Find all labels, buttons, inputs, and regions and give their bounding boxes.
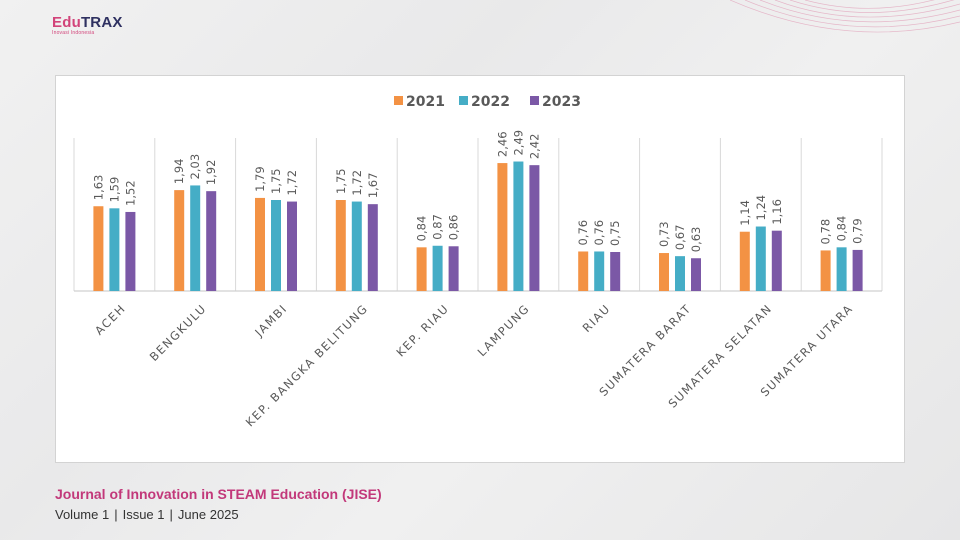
issue-label: Issue 1	[122, 507, 165, 522]
data-label-2023: 0,75	[608, 220, 622, 246]
data-label-2022: 2,49	[511, 130, 525, 156]
date-label: June 2025	[177, 507, 239, 522]
legend-label-2021: 2021	[406, 94, 445, 110]
bar-2021	[659, 253, 669, 291]
bar-2021	[335, 200, 346, 291]
data-label-2023: 1,72	[285, 170, 299, 196]
bar-2022	[675, 256, 685, 291]
bar-2022	[109, 208, 120, 291]
legend-swatch-2023	[530, 96, 539, 105]
data-label-2022: 2,03	[188, 154, 202, 180]
category-label: SUMATERA BARAT	[596, 301, 694, 399]
category-label: LAMPUNG	[475, 301, 533, 359]
logo-brand-edu: Edu	[52, 14, 81, 31]
legend-label-2023: 2023	[542, 94, 581, 110]
category-label: KEP. RIAU	[393, 301, 451, 359]
category-label: SUMATERA UTARA	[758, 301, 856, 399]
bar-2022	[271, 200, 281, 291]
bar-2023	[852, 249, 863, 291]
edutrax-logo: EduTRAX Inovasi Indonesia	[52, 14, 123, 36]
data-label-2021: 0,84	[415, 216, 429, 242]
data-label-2022: 1,72	[350, 170, 364, 196]
bar-2021	[174, 190, 185, 291]
data-label-2021: 1,63	[91, 175, 105, 201]
data-label-2021: 2,46	[495, 131, 509, 157]
bar-2021	[497, 163, 508, 291]
data-label-2023: 2,42	[527, 134, 541, 160]
data-label-2022: 0,84	[835, 216, 849, 242]
data-label-2021: 1,94	[172, 159, 186, 185]
category-label: ACEH	[92, 301, 128, 337]
data-label-2021: 1,14	[738, 200, 752, 226]
bar-2023	[771, 230, 782, 291]
logo-tagline: Inovasi Indonesia	[52, 30, 95, 36]
journal-title: Journal of Innovation in STEAM Education…	[55, 486, 382, 502]
bar-chart: 2021 2022 2023 1,63 1,59 1,52 ACEH 1,94 2,03 1,92…	[73, 94, 883, 429]
bar-2023	[691, 258, 701, 291]
data-label-2021: 0,78	[819, 219, 833, 245]
bar-2021	[820, 250, 831, 291]
data-label-2021: 1,75	[334, 168, 348, 194]
bar-2022	[351, 201, 362, 291]
bar-2023	[367, 204, 378, 291]
data-label-2022: 1,24	[754, 195, 768, 221]
bar-2022	[432, 245, 443, 291]
bar-2022	[755, 226, 766, 291]
bar-2021	[255, 197, 265, 291]
volume-line: Volume 1 | Issue 1 | June 2025	[55, 507, 239, 522]
data-label-2023: 0,63	[689, 227, 703, 253]
legend-swatch-2021	[394, 96, 403, 105]
data-label-2022: 1,75	[269, 168, 283, 194]
bar-2023	[448, 246, 459, 291]
category-label: BENGKULU	[147, 301, 210, 364]
data-label-2023: 0,79	[851, 218, 865, 244]
data-label-2023: 1,52	[123, 180, 137, 206]
bar-2022	[836, 247, 847, 291]
bar-2023	[529, 165, 540, 291]
data-label-2021: 1,79	[253, 166, 267, 192]
bar-2021	[578, 251, 589, 291]
bar-2021	[739, 231, 750, 291]
bar-2023	[206, 191, 217, 291]
data-label-2022: 1,59	[107, 177, 121, 203]
volume-label: Volume 1	[55, 507, 110, 522]
bar-2022	[594, 251, 605, 291]
data-label-2023: 0,86	[447, 215, 461, 241]
data-label-2022: 0,76	[592, 220, 606, 246]
logo-wordmark: EduTRAX	[52, 14, 123, 31]
bar-2022	[190, 185, 201, 291]
data-label-2023: 1,92	[204, 160, 218, 186]
separator: |	[114, 507, 118, 522]
logo-brand-trax: TRAX	[80, 14, 123, 31]
data-label-2023: 1,67	[366, 173, 380, 199]
category-label: RIAU	[580, 301, 614, 335]
separator: |	[169, 507, 173, 522]
chart-container: 2021 2022 2023 1,63 1,59 1,52 ACEH 1,94 2,03 1,92…	[55, 75, 905, 463]
bar-2022	[513, 161, 524, 291]
decorative-arcs	[730, 0, 960, 33]
data-label-2021: 0,76	[576, 220, 590, 246]
bar-2021	[416, 247, 427, 291]
data-label-2022: 0,87	[431, 214, 445, 240]
data-label-2022: 0,67	[673, 225, 687, 251]
data-label-2021: 0,73	[657, 221, 671, 247]
data-label-2023: 1,16	[770, 199, 784, 225]
bar-2023	[287, 201, 297, 291]
category-label: JAMBI	[251, 301, 290, 340]
legend-label-2022: 2022	[471, 94, 510, 110]
bar-2021	[93, 206, 104, 291]
legend-swatch-2022	[459, 96, 468, 105]
bar-2023	[125, 211, 136, 291]
bar-2023	[610, 252, 621, 291]
